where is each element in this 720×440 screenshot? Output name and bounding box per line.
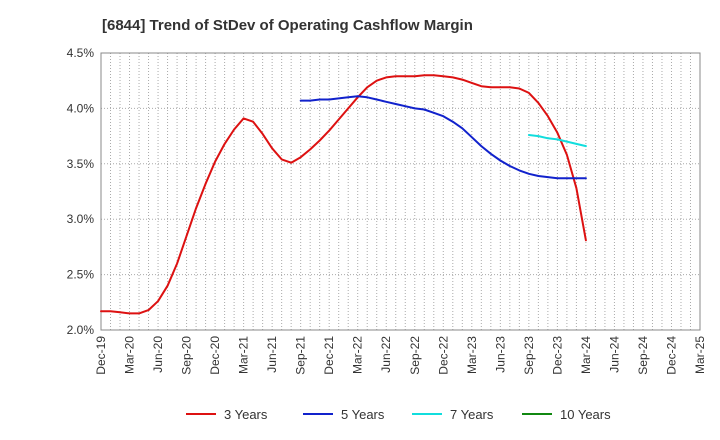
series-line-7-years xyxy=(527,134,587,148)
grid xyxy=(100,52,701,331)
legend-label: 3 Years xyxy=(224,407,268,422)
x-tick-label: Sep-24 xyxy=(636,336,650,375)
plot-frame xyxy=(100,52,701,331)
x-tick-label: Mar-22 xyxy=(351,336,365,374)
x-tick-label: Mar-20 xyxy=(123,336,137,374)
x-tick-label: Dec-23 xyxy=(550,336,564,375)
legend-label: 10 Years xyxy=(560,407,611,422)
x-tick-label: Mar-21 xyxy=(237,336,251,374)
y-tick-label: 3.0% xyxy=(67,212,95,226)
y-tick-label: 2.0% xyxy=(67,323,95,337)
legend-label: 5 Years xyxy=(341,407,385,422)
y-tick-label: 4.5% xyxy=(67,46,95,60)
y-tick-label: 2.5% xyxy=(67,268,95,282)
x-tick-label: Dec-21 xyxy=(322,336,336,375)
x-tick-label: Sep-21 xyxy=(294,336,308,375)
x-tick-label: Jun-21 xyxy=(265,336,279,373)
y-tick-label: 3.5% xyxy=(67,157,95,171)
x-tick-label: Sep-22 xyxy=(408,336,422,375)
x-tick-label: Mar-24 xyxy=(579,336,593,374)
series-line-3-years xyxy=(100,74,587,315)
x-tick-label: Dec-19 xyxy=(94,336,108,375)
x-tick-label: Dec-20 xyxy=(208,336,222,375)
y-tick-label: 4.0% xyxy=(67,101,95,115)
x-tick-label: Jun-24 xyxy=(607,336,621,373)
x-tick-label: Jun-23 xyxy=(493,336,507,373)
x-axis-ticks: Dec-19 Mar-20 Jun-20 Sep-20 Dec-20 Mar-21 Jun-… xyxy=(94,336,707,375)
legend: 3 Years 5 Years 7 Years 10 Years xyxy=(186,407,611,422)
x-tick-label: Dec-22 xyxy=(436,336,450,375)
x-tick-label: Mar-25 xyxy=(693,336,707,374)
chart-title: [6844] Trend of StDev of Operating Cashf… xyxy=(102,17,473,34)
series-layer xyxy=(100,74,587,315)
x-tick-label: Jun-22 xyxy=(379,336,393,373)
x-tick-label: Sep-23 xyxy=(522,336,536,375)
x-tick-label: Sep-20 xyxy=(180,336,194,375)
series-line-5-years xyxy=(299,95,587,180)
x-tick-label: Jun-20 xyxy=(151,336,165,373)
y-axis-ticks: 2.0% 2.5% 3.0% 3.5% 4.0% 4.5% xyxy=(67,46,95,337)
x-tick-label: Mar-23 xyxy=(465,336,479,374)
legend-label: 7 Years xyxy=(450,407,494,422)
x-tick-label: Dec-24 xyxy=(664,336,678,375)
